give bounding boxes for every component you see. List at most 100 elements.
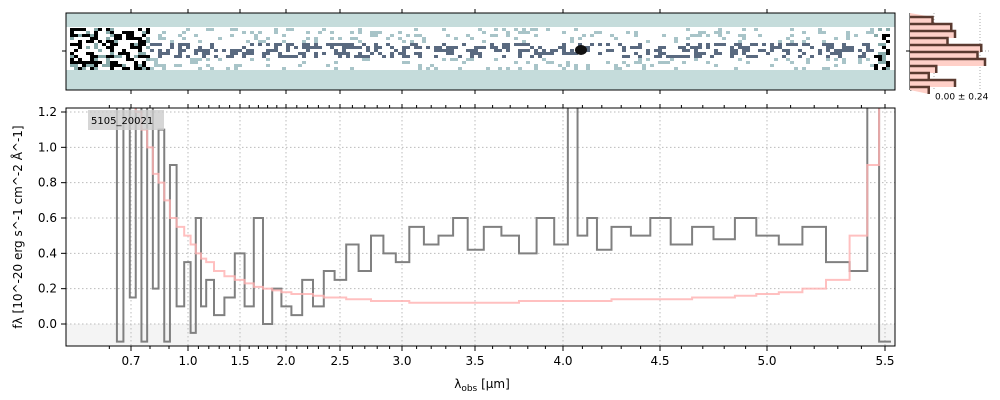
x-tick-label: 4.5 xyxy=(650,354,669,368)
spectrum-pixel xyxy=(154,58,158,61)
spectrum-pixel xyxy=(662,61,666,64)
spectrum-pixel xyxy=(866,43,870,46)
spectrum-pixel xyxy=(886,28,890,31)
spectrum-pixel xyxy=(202,49,206,52)
spectrum-pixel xyxy=(78,61,82,64)
spectrum-pixel xyxy=(698,52,702,55)
spectrum-pixel xyxy=(418,46,422,49)
spectrum-pixel xyxy=(182,37,186,40)
spectrum-pixel xyxy=(470,58,474,61)
x-tick-label: 3.0 xyxy=(392,354,411,368)
spectrum-pixel xyxy=(490,46,494,49)
spectrum-pixel xyxy=(326,43,330,46)
spectrum-pixel xyxy=(246,52,250,55)
spectrum-pixel xyxy=(718,52,722,55)
spectrum-pixel xyxy=(378,52,382,55)
spectrum-pixel xyxy=(882,52,886,55)
spectrum-pixel xyxy=(202,55,206,58)
spectrum-pixel xyxy=(862,43,866,46)
x-tick-label: 0.7 xyxy=(121,354,140,368)
spectrum-pixel xyxy=(826,67,830,70)
spectrum-pixel xyxy=(230,52,234,55)
spectrum-pixel xyxy=(266,64,270,67)
spectrum-pixel xyxy=(470,37,474,40)
spectrum-pixel xyxy=(506,43,510,46)
spectrum-pixel xyxy=(342,49,346,52)
spectrum-pixel xyxy=(754,43,758,46)
spectrum-pixel xyxy=(86,61,90,64)
spectrum-pixel xyxy=(98,61,102,64)
spectrum-pixel xyxy=(586,46,590,49)
spectrum-pixel xyxy=(90,67,94,70)
spectrum-pixel xyxy=(306,31,310,34)
spectrum-pixel xyxy=(74,43,78,46)
spectrum-pixel xyxy=(478,55,482,58)
spectrum-pixel xyxy=(818,49,822,52)
spectrum-pixel xyxy=(158,49,162,52)
spectrum-pixel xyxy=(70,55,74,58)
spectrum-pixel xyxy=(878,28,882,31)
spectrum-pixel xyxy=(818,31,822,34)
spectrum-pixel xyxy=(790,28,794,31)
spectrum-pixel xyxy=(366,46,370,49)
spectrum-pixel xyxy=(614,67,618,70)
spectrum-pixel xyxy=(118,55,122,58)
spectrum-pixel xyxy=(442,49,446,52)
spectrum-pixel xyxy=(198,46,202,49)
spectrum-pixel xyxy=(298,64,302,67)
spectrum-pixel xyxy=(886,34,890,37)
spectrum-pixel xyxy=(882,61,886,64)
spectrum-pixel xyxy=(110,49,114,52)
spectrum-pixel xyxy=(142,64,146,67)
spectrum-pixel xyxy=(846,46,850,49)
spectrum-pixel xyxy=(886,64,890,67)
spectrum-pixel xyxy=(262,52,266,55)
x-axis-label-sub: obs xyxy=(461,384,477,394)
spectrum-pixel xyxy=(310,46,314,49)
spectrum-pixel xyxy=(386,43,390,46)
spectrum-pixel xyxy=(110,64,114,67)
spectrum-pixel xyxy=(446,46,450,49)
spectrum-pixel xyxy=(802,40,806,43)
spectrum-pixel xyxy=(110,31,114,34)
spectrum-pixel xyxy=(98,40,102,43)
spectrum-pixel xyxy=(714,43,718,46)
spectrum-pixel xyxy=(878,55,882,58)
spectrum-pixel xyxy=(842,58,846,61)
spectrum-pixel xyxy=(242,46,246,49)
spectrum-pixel xyxy=(218,58,222,61)
spectrum-pixel xyxy=(414,28,418,31)
spectrum-pixel xyxy=(422,37,426,40)
spectrum-pixel xyxy=(682,49,686,52)
spectrum-pixel xyxy=(498,67,502,70)
spectrum-pixel xyxy=(714,49,718,52)
spectrum-pixel xyxy=(634,34,638,37)
spectrum-pixel xyxy=(142,67,146,70)
spectrum-pixel xyxy=(130,46,134,49)
spectrum-pixel xyxy=(314,40,318,43)
spectrum-pixel xyxy=(770,46,774,49)
spectrum-pixel xyxy=(302,40,306,43)
spectrum-pixel xyxy=(686,43,690,46)
spectrum-pixel xyxy=(266,49,270,52)
spectrum-pixel xyxy=(514,28,518,31)
spectrum-pixel xyxy=(462,61,466,64)
spectrum-pixel xyxy=(794,67,798,70)
spectrum-pixel xyxy=(598,31,602,34)
spectrum-pixel xyxy=(626,64,630,67)
spectrum-pixel xyxy=(154,43,158,46)
spectrum-pixel xyxy=(586,64,590,67)
spectrum-pixel xyxy=(102,55,106,58)
spectrum-pixel xyxy=(334,67,338,70)
spectrum-pixel xyxy=(802,67,806,70)
spectrum-pixel xyxy=(522,43,526,46)
spectrum-pixel xyxy=(634,31,638,34)
spectrum-pixel xyxy=(882,67,886,70)
spectrum-pixel xyxy=(118,52,122,55)
spectrum-pixel xyxy=(770,64,774,67)
spectrum-pixel xyxy=(550,49,554,52)
spectrum-pixel xyxy=(870,31,874,34)
spectrum-pixel xyxy=(210,43,214,46)
spectrum-pixel xyxy=(146,67,150,70)
spectrum-pixel xyxy=(94,64,98,67)
